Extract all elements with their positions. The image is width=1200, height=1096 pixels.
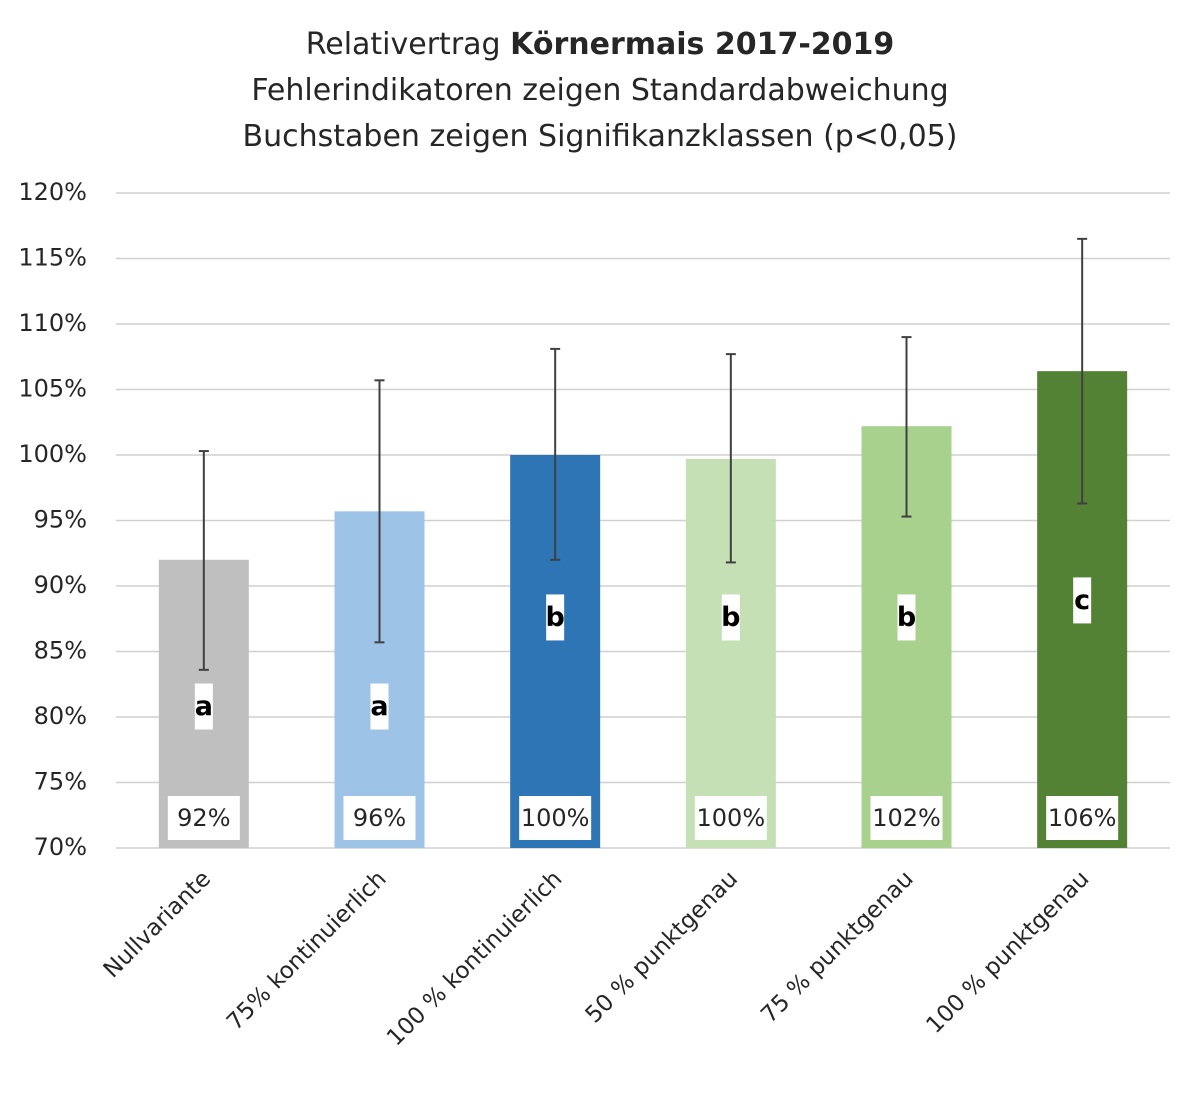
data-label: 96% bbox=[353, 804, 406, 832]
x-tick-label: 100 % punktgenau bbox=[922, 866, 1095, 1039]
data-label: 100% bbox=[521, 804, 590, 832]
data-label-box bbox=[694, 796, 767, 840]
y-tick-label: 105% bbox=[18, 375, 87, 403]
x-tick-label: 75 % punktgenau bbox=[756, 866, 919, 1029]
significance-box bbox=[1073, 577, 1092, 624]
y-tick-label: 90% bbox=[34, 571, 87, 599]
data-label: 100% bbox=[697, 804, 766, 832]
y-tick-label: 75% bbox=[34, 768, 87, 796]
data-labels: 92% 96% 100% 100% 102% 106% bbox=[167, 796, 1119, 840]
gridlines bbox=[116, 192, 1170, 849]
data-label-box bbox=[870, 796, 943, 840]
data-label: 102% bbox=[872, 804, 941, 832]
y-tick-label: 80% bbox=[34, 702, 87, 730]
x-tick-label: 50 % punktgenau bbox=[581, 866, 744, 1029]
significance-letter: b bbox=[897, 602, 916, 633]
significance-box bbox=[194, 683, 213, 730]
y-axis-ticks: 70% 75% 80% 85% 90% 95% 100% 105% 110% 115% 120% bbox=[18, 178, 87, 861]
chart-title-line-2: Fehlerindikatoren zeigen Standardabweich… bbox=[251, 73, 948, 108]
significance-letter: a bbox=[195, 691, 213, 722]
y-tick-label: 110% bbox=[18, 309, 87, 337]
chart-title: Relativertrag Körnermais 2017-2019 Fehle… bbox=[243, 27, 958, 154]
significance-letter: a bbox=[370, 691, 388, 722]
data-label-box bbox=[167, 796, 240, 840]
chart-title-line-3: Buchstaben zeigen Signifikanzklassen (p<… bbox=[243, 119, 958, 154]
x-tick-label: 100 % kontinuierlich bbox=[382, 866, 567, 1051]
data-label-box bbox=[519, 796, 592, 840]
x-tick-label: Nullvariante bbox=[99, 866, 216, 983]
significance-box bbox=[721, 594, 740, 641]
y-tick-label: 100% bbox=[18, 440, 87, 468]
data-label: 92% bbox=[177, 804, 230, 832]
y-tick-label: 85% bbox=[34, 637, 87, 665]
data-label-box bbox=[343, 796, 416, 840]
bars bbox=[158, 371, 1128, 848]
significance-letter: c bbox=[1074, 585, 1090, 616]
chart-title-prefix: Relativertrag bbox=[306, 27, 510, 62]
significance-letters: a a b b b c bbox=[194, 577, 1092, 730]
significance-box bbox=[546, 594, 565, 641]
y-tick-label: 120% bbox=[18, 178, 87, 206]
significance-box bbox=[897, 594, 916, 641]
y-tick-label: 115% bbox=[18, 244, 87, 272]
data-label-box bbox=[1046, 796, 1119, 840]
significance-letter: b bbox=[546, 602, 565, 633]
chart-title-bold: Körnermais 2017-2019 bbox=[510, 27, 894, 62]
x-tick-label: 75% kontinuierlich bbox=[222, 866, 392, 1036]
significance-letter: b bbox=[721, 602, 740, 633]
y-tick-label: 95% bbox=[34, 506, 87, 534]
y-tick-label: 70% bbox=[34, 833, 87, 861]
significance-box bbox=[370, 683, 389, 730]
error-bars bbox=[198, 237, 1088, 671]
chart-title-line-1: Relativertrag Körnermais 2017-2019 bbox=[306, 27, 895, 62]
data-label: 106% bbox=[1048, 804, 1117, 832]
